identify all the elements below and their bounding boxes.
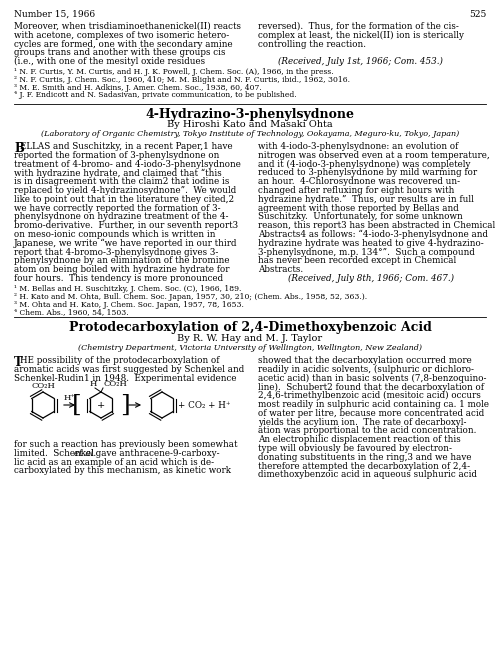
Text: with acetone, complexes of two isomeric hetero-: with acetone, complexes of two isomeric … <box>14 31 229 40</box>
Text: ³ M. Ohta and H. Kato, J. Chem. Soc. Japan, 1957, 78, 1653.: ³ M. Ohta and H. Kato, J. Chem. Soc. Jap… <box>14 301 244 309</box>
Text: with hydrazine hydrate, and claimed that “this: with hydrazine hydrate, and claimed that… <box>14 168 222 178</box>
Text: B: B <box>14 142 24 155</box>
Text: (Received, July 8th, 1966; Com. 467.): (Received, July 8th, 1966; Com. 467.) <box>288 274 454 283</box>
Text: treatment of 4-bromo- and 4-iodo-3-phenylsydnone: treatment of 4-bromo- and 4-iodo-3-pheny… <box>14 160 241 168</box>
Text: controlling the reaction.: controlling the reaction. <box>258 39 366 48</box>
Text: CO₂H: CO₂H <box>103 380 127 388</box>
Text: cycles are formed, one with the secondary amine: cycles are formed, one with the secondar… <box>14 39 232 48</box>
Text: T: T <box>14 356 23 369</box>
Text: nitrogen was observed even at a room temperature,: nitrogen was observed even at a room tem… <box>258 151 490 160</box>
Text: Protodecarboxylation of 2,4-Dimethoxybenzoic Acid: Protodecarboxylation of 2,4-Dimethoxyben… <box>68 321 432 334</box>
Text: H⁺: H⁺ <box>64 394 76 402</box>
Text: Suschitzky.  Unfortunately, for some unknown: Suschitzky. Unfortunately, for some unkn… <box>258 212 463 221</box>
Text: et al.: et al. <box>74 449 96 458</box>
Text: Japanese, we write “we have reported in our third: Japanese, we write “we have reported in … <box>14 239 237 248</box>
Text: Schenkel-Rudin1 in 1948.  Experimental evidence: Schenkel-Rudin1 in 1948. Experimental ev… <box>14 373 236 383</box>
Text: donating substituents in the ring,3 and we have: donating substituents in the ring,3 and … <box>258 453 472 462</box>
Text: limited.  Schenkel: limited. Schenkel <box>14 449 96 458</box>
Text: By Hiroshi Kato and Masaki Ohta: By Hiroshi Kato and Masaki Ohta <box>167 120 333 129</box>
Text: on meso-ionic compounds which is written in: on meso-ionic compounds which is written… <box>14 230 215 239</box>
Text: + CO₂ + H⁺: + CO₂ + H⁺ <box>178 400 231 409</box>
Text: report that 4-bromo-3-phenylsydnone gives 3-: report that 4-bromo-3-phenylsydnone give… <box>14 248 218 257</box>
Text: an hour.  4-Chlorosydnone was recovered un-: an hour. 4-Chlorosydnone was recovered u… <box>258 178 460 186</box>
Text: complex at least, the nickel(II) ion is sterically: complex at least, the nickel(II) ion is … <box>258 31 464 40</box>
Text: 2,4,6-trimethylbenzoic acid (mesitoic acid) occurs: 2,4,6-trimethylbenzoic acid (mesitoic ac… <box>258 391 481 400</box>
Text: hydrazine hydrate was heated to give 4-hydrazino-: hydrazine hydrate was heated to give 4-h… <box>258 239 484 248</box>
Text: phenylsydnone by an elimination of the bromine: phenylsydnone by an elimination of the b… <box>14 256 230 265</box>
Text: 3-phenylsydnone, m.p. 134°”.  Such a compound: 3-phenylsydnone, m.p. 134°”. Such a comp… <box>258 248 475 257</box>
Text: type will obviously be favoured by electron-: type will obviously be favoured by elect… <box>258 444 452 453</box>
Text: ⁴ J. F. Endicott and N. Sadasivan, private communication, to be published.: ⁴ J. F. Endicott and N. Sadasivan, priva… <box>14 92 296 100</box>
Text: H: H <box>90 380 96 388</box>
Text: lic acid as an example of an acid which is de-: lic acid as an example of an acid which … <box>14 458 214 466</box>
Text: ]: ] <box>120 394 130 417</box>
Text: (Received, July 1st, 1966; Com. 453.): (Received, July 1st, 1966; Com. 453.) <box>278 57 443 66</box>
Text: hydrazine hydrate.”  Thus, our results are in full: hydrazine hydrate.” Thus, our results ar… <box>258 195 474 204</box>
Text: and it (4-iodo-3-phenylsydnone) was completely: and it (4-iodo-3-phenylsydnone) was comp… <box>258 160 470 169</box>
Text: ¹ M. Bellas and H. Suschitzky, J. Chem. Soc. (C), 1966, 189.: ¹ M. Bellas and H. Suschitzky, J. Chem. … <box>14 285 241 293</box>
Text: phenylsydnone on hydrazine treatment of the 4-: phenylsydnone on hydrazine treatment of … <box>14 212 228 221</box>
Text: most readily in sulphuric acid containing ca. 1 mole: most readily in sulphuric acid containin… <box>258 400 489 409</box>
Text: acetic acid) than in basic solvents (7,8-benzoquino-: acetic acid) than in basic solvents (7,8… <box>258 373 486 383</box>
Text: An electrophilic displacement reaction of this: An electrophilic displacement reaction o… <box>258 435 461 444</box>
Text: ² H. Kato and M. Ohta, Bull. Chem. Soc. Japan, 1957, 30, 210; (Chem. Abs., 1958,: ² H. Kato and M. Ohta, Bull. Chem. Soc. … <box>14 293 367 301</box>
Text: replaced to yield 4-hydrazinosydnone”.  We would: replaced to yield 4-hydrazinosydnone”. W… <box>14 186 236 195</box>
Text: readily in acidic solvents, (sulphuric or dichloro-: readily in acidic solvents, (sulphuric o… <box>258 365 474 374</box>
Text: 525: 525 <box>470 10 487 19</box>
Text: By R. W. Hay and M. J. Taylor: By R. W. Hay and M. J. Taylor <box>178 334 322 343</box>
Text: reported the formation of 3-phenylsydnone on: reported the formation of 3-phenylsydnon… <box>14 151 220 160</box>
Text: is in disagreement with the claim2 that iodine is: is in disagreement with the claim2 that … <box>14 178 230 186</box>
Text: four hours.  This tendency is more pronounced: four hours. This tendency is more pronou… <box>14 274 223 283</box>
Text: Abstracts.: Abstracts. <box>258 265 303 274</box>
Text: reason, this report3 has been abstracted in Chemical: reason, this report3 has been abstracted… <box>258 221 495 230</box>
Text: has never been recorded except in Chemical: has never been recorded except in Chemic… <box>258 256 456 265</box>
Text: ELLAS and Suschitzky, in a recent Paper,1 have: ELLAS and Suschitzky, in a recent Paper,… <box>20 142 233 151</box>
Text: agreement with those reported by Bellas and: agreement with those reported by Bellas … <box>258 204 459 213</box>
Text: gave anthracene-9-carboxy-: gave anthracene-9-carboxy- <box>93 449 220 458</box>
Text: changed after refluxing for eight hours with: changed after refluxing for eight hours … <box>258 186 454 195</box>
Text: ³ M. E. Smith and H. Adkins, J. Amer. Chem. Soc., 1938, 60, 407.: ³ M. E. Smith and H. Adkins, J. Amer. Ch… <box>14 84 262 92</box>
Text: +: + <box>97 400 105 409</box>
Text: atom on being boiled with hydrazine hydrate for: atom on being boiled with hydrazine hydr… <box>14 265 230 274</box>
Text: reduced to 3-phenylsydnone by mild warming for: reduced to 3-phenylsydnone by mild warmi… <box>258 168 477 178</box>
Text: for such a reaction has previously been somewhat: for such a reaction has previously been … <box>14 440 237 449</box>
Text: ⁴ Chem. Abs., 1960, 54, 1503.: ⁴ Chem. Abs., 1960, 54, 1503. <box>14 309 128 316</box>
Text: CO₂H: CO₂H <box>31 382 55 390</box>
Text: with 4-iodo-3-phenylsydnone: an evolution of: with 4-iodo-3-phenylsydnone: an evolutio… <box>258 142 458 151</box>
Text: we have correctly reported the formation of 3-: we have correctly reported the formation… <box>14 204 220 213</box>
Text: ation was proportional to the acid concentration.: ation was proportional to the acid conce… <box>258 426 476 436</box>
Text: dimethoxybenzoic acid in aqueous sulphuric acid: dimethoxybenzoic acid in aqueous sulphur… <box>258 470 477 479</box>
Text: HE possibility of the protodecarboxylation of: HE possibility of the protodecarboxylati… <box>20 356 219 365</box>
Text: carboxylated by this mechanism, as kinetic work: carboxylated by this mechanism, as kinet… <box>14 466 231 476</box>
Text: of water per litre, because more concentrated acid: of water per litre, because more concent… <box>258 409 484 418</box>
Text: Number 15, 1966: Number 15, 1966 <box>14 10 95 19</box>
Text: yields the acylium ion.  The rate of decarboxyl-: yields the acylium ion. The rate of deca… <box>258 418 466 426</box>
Text: aromatic acids was first suggested by Schenkel and: aromatic acids was first suggested by Sc… <box>14 365 244 374</box>
Text: reversed).  Thus, for the formation of the cis-: reversed). Thus, for the formation of th… <box>258 22 459 31</box>
Text: [: [ <box>72 394 82 417</box>
Text: Abstracts4 as follows: “4-iodo-3-phenylsydnone and: Abstracts4 as follows: “4-iodo-3-phenyls… <box>258 230 488 239</box>
Text: showed that the decarboxylation occurred more: showed that the decarboxylation occurred… <box>258 356 472 365</box>
Text: ² N. F. Curtis, J. Chem. Soc., 1960, 410; M. M. Blight and N. F. Curtis, ibid., : ² N. F. Curtis, J. Chem. Soc., 1960, 410… <box>14 76 350 84</box>
Text: 4-Hydrazino-3-phenylsydnone: 4-Hydrazino-3-phenylsydnone <box>146 108 354 121</box>
Text: Moreover, when trisdiaminoethanenickel(II) reacts: Moreover, when trisdiaminoethanenickel(I… <box>14 22 241 31</box>
Text: ¹ N. F. Curtis, Y. M. Curtis, and H. J. K. Powell, J. Chem. Soc. (A), 1966, in t: ¹ N. F. Curtis, Y. M. Curtis, and H. J. … <box>14 68 334 76</box>
Text: groups trans and another with these groups cis: groups trans and another with these grou… <box>14 48 226 58</box>
Text: like to point out that in the literature they cited,2: like to point out that in the literature… <box>14 195 234 204</box>
Text: line).  Schubert2 found that the decarboxylation of: line). Schubert2 found that the decarbox… <box>258 383 484 392</box>
Text: therefore attempted the decarboxylation of 2,4-: therefore attempted the decarboxylation … <box>258 462 470 470</box>
Text: (i.e., with one of the mesityl oxide residues: (i.e., with one of the mesityl oxide res… <box>14 57 205 66</box>
Text: (Laboratory of Organic Chemistry, Tokyo Institute of Technology, Ookayama, Megur: (Laboratory of Organic Chemistry, Tokyo … <box>41 130 459 138</box>
Text: (Chemistry Department, Victoria University of Wellington, Wellington, New Zealan: (Chemistry Department, Victoria Universi… <box>78 344 422 352</box>
Text: bromo-derivative.  Further, in our seventh report3: bromo-derivative. Further, in our sevent… <box>14 221 238 230</box>
